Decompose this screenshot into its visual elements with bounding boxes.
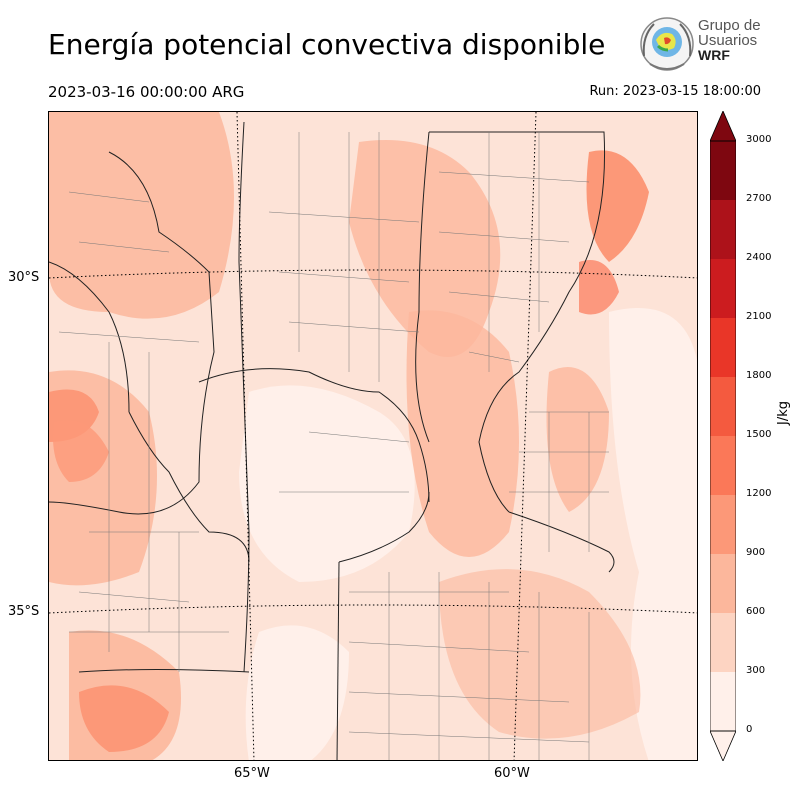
lon-label-60w: 60°W <box>494 766 530 781</box>
colorbar-band <box>710 200 736 259</box>
cape-map <box>48 111 698 761</box>
colorbar-tick-label: 1500 <box>746 429 772 440</box>
colorbar-extend-min <box>710 730 736 761</box>
colorbar-tick-label: 1800 <box>746 370 772 381</box>
colorbar-tick-label: 3000 <box>746 134 772 145</box>
run-time: Run: 2023-03-15 18:00:00 <box>589 84 761 99</box>
colorbar-tick-label: 300 <box>746 665 766 676</box>
colorbar-tick-label: 2400 <box>746 252 772 263</box>
colorbar-band <box>710 141 736 200</box>
colorbar-band <box>710 495 736 554</box>
lat-label-35s: 35°S <box>8 604 40 619</box>
colorbar-band <box>710 613 736 672</box>
colorbar-band <box>710 672 736 731</box>
logo-line-2: Usuarios <box>698 32 758 49</box>
colorbar-tick-label: 0 <box>746 724 753 735</box>
wrf-logo: Grupo de Usuarios WRF <box>638 16 768 74</box>
colorbar-extend-max <box>710 111 736 142</box>
colorbar-tick-label: 900 <box>746 547 766 558</box>
logo-line-3: WRF <box>698 47 730 63</box>
globe-emblem-icon <box>640 17 694 71</box>
colorbar-band <box>710 554 736 613</box>
colorbar-band <box>710 436 736 495</box>
cape-field <box>49 112 697 760</box>
colorbar-tick-label: 1200 <box>746 488 772 499</box>
lat-label-30s: 30°S <box>8 270 40 285</box>
logo-line-1: Grupo de <box>698 17 761 34</box>
map-title: Energía potencial convectiva disponible <box>48 28 606 61</box>
colorbar <box>710 111 736 761</box>
colorbar-band <box>710 377 736 436</box>
colorbar-tick-label: 2700 <box>746 193 772 204</box>
colorbar-unit: J/kg <box>776 401 791 425</box>
colorbar-tick-label: 2100 <box>746 311 772 322</box>
colorbar-band <box>710 318 736 377</box>
colorbar-band <box>710 259 736 318</box>
lon-label-65w: 65°W <box>234 766 270 781</box>
valid-time: 2023-03-16 00:00:00 ARG <box>48 83 245 101</box>
colorbar-tick-label: 600 <box>746 606 766 617</box>
